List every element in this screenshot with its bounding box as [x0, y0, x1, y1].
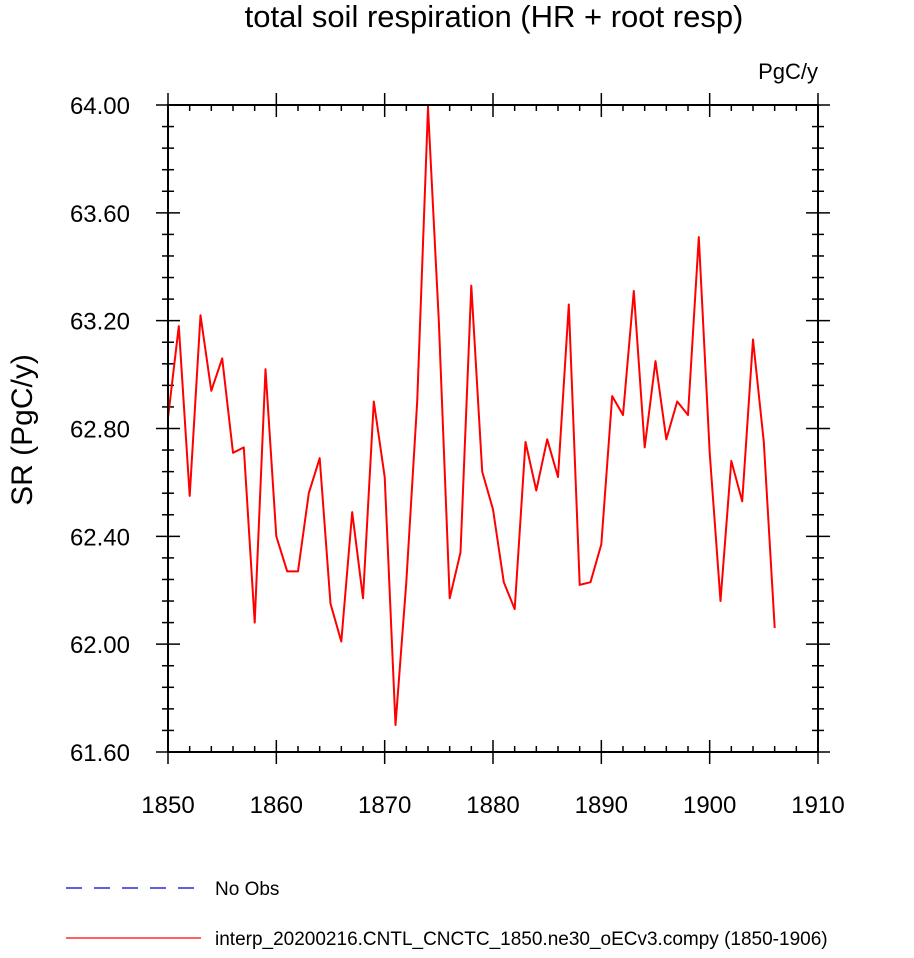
y-tick-label: 63.20 — [70, 309, 130, 336]
y-axis-label: SR (PgC/y) — [6, 354, 39, 506]
tick-marks — [156, 93, 830, 764]
x-tick-label: 1850 — [141, 792, 194, 819]
x-tick-label: 1870 — [358, 792, 411, 819]
y-tick-label: 62.40 — [70, 524, 130, 551]
y-tick-label: 64.00 — [70, 93, 130, 120]
legend-label: interp_20200216.CNTL_CNCTC_1850.ne30_oEC… — [215, 929, 828, 950]
x-tick-label: 1900 — [683, 792, 736, 819]
x-tick-label: 1910 — [791, 792, 844, 819]
plot-series — [167, 106, 776, 726]
y-tick-label: 61.60 — [70, 740, 130, 767]
x-tick-labels: 1850 1860 1870 1880 1890 1900 1910 — [141, 792, 844, 819]
legend: No Obs interp_20200216.CNTL_CNCTC_1850.ne… — [66, 879, 828, 950]
y-tick-labels: 61.60 62.00 62.40 62.80 63.20 63.60 64.00 — [70, 93, 130, 767]
series-line — [167, 106, 776, 726]
x-tick-label: 1860 — [250, 792, 303, 819]
x-tick-label: 1880 — [466, 792, 519, 819]
legend-label: No Obs — [215, 879, 279, 900]
y-tick-label: 63.60 — [70, 201, 130, 228]
y-tick-label: 62.00 — [70, 632, 130, 659]
chart-title: total soil respiration (HR + root resp) — [245, 0, 744, 34]
plot-frame — [167, 104, 819, 753]
y-tick-label: 62.80 — [70, 417, 130, 444]
x-tick-label: 1890 — [575, 792, 628, 819]
units-label: PgC/y — [758, 59, 818, 84]
